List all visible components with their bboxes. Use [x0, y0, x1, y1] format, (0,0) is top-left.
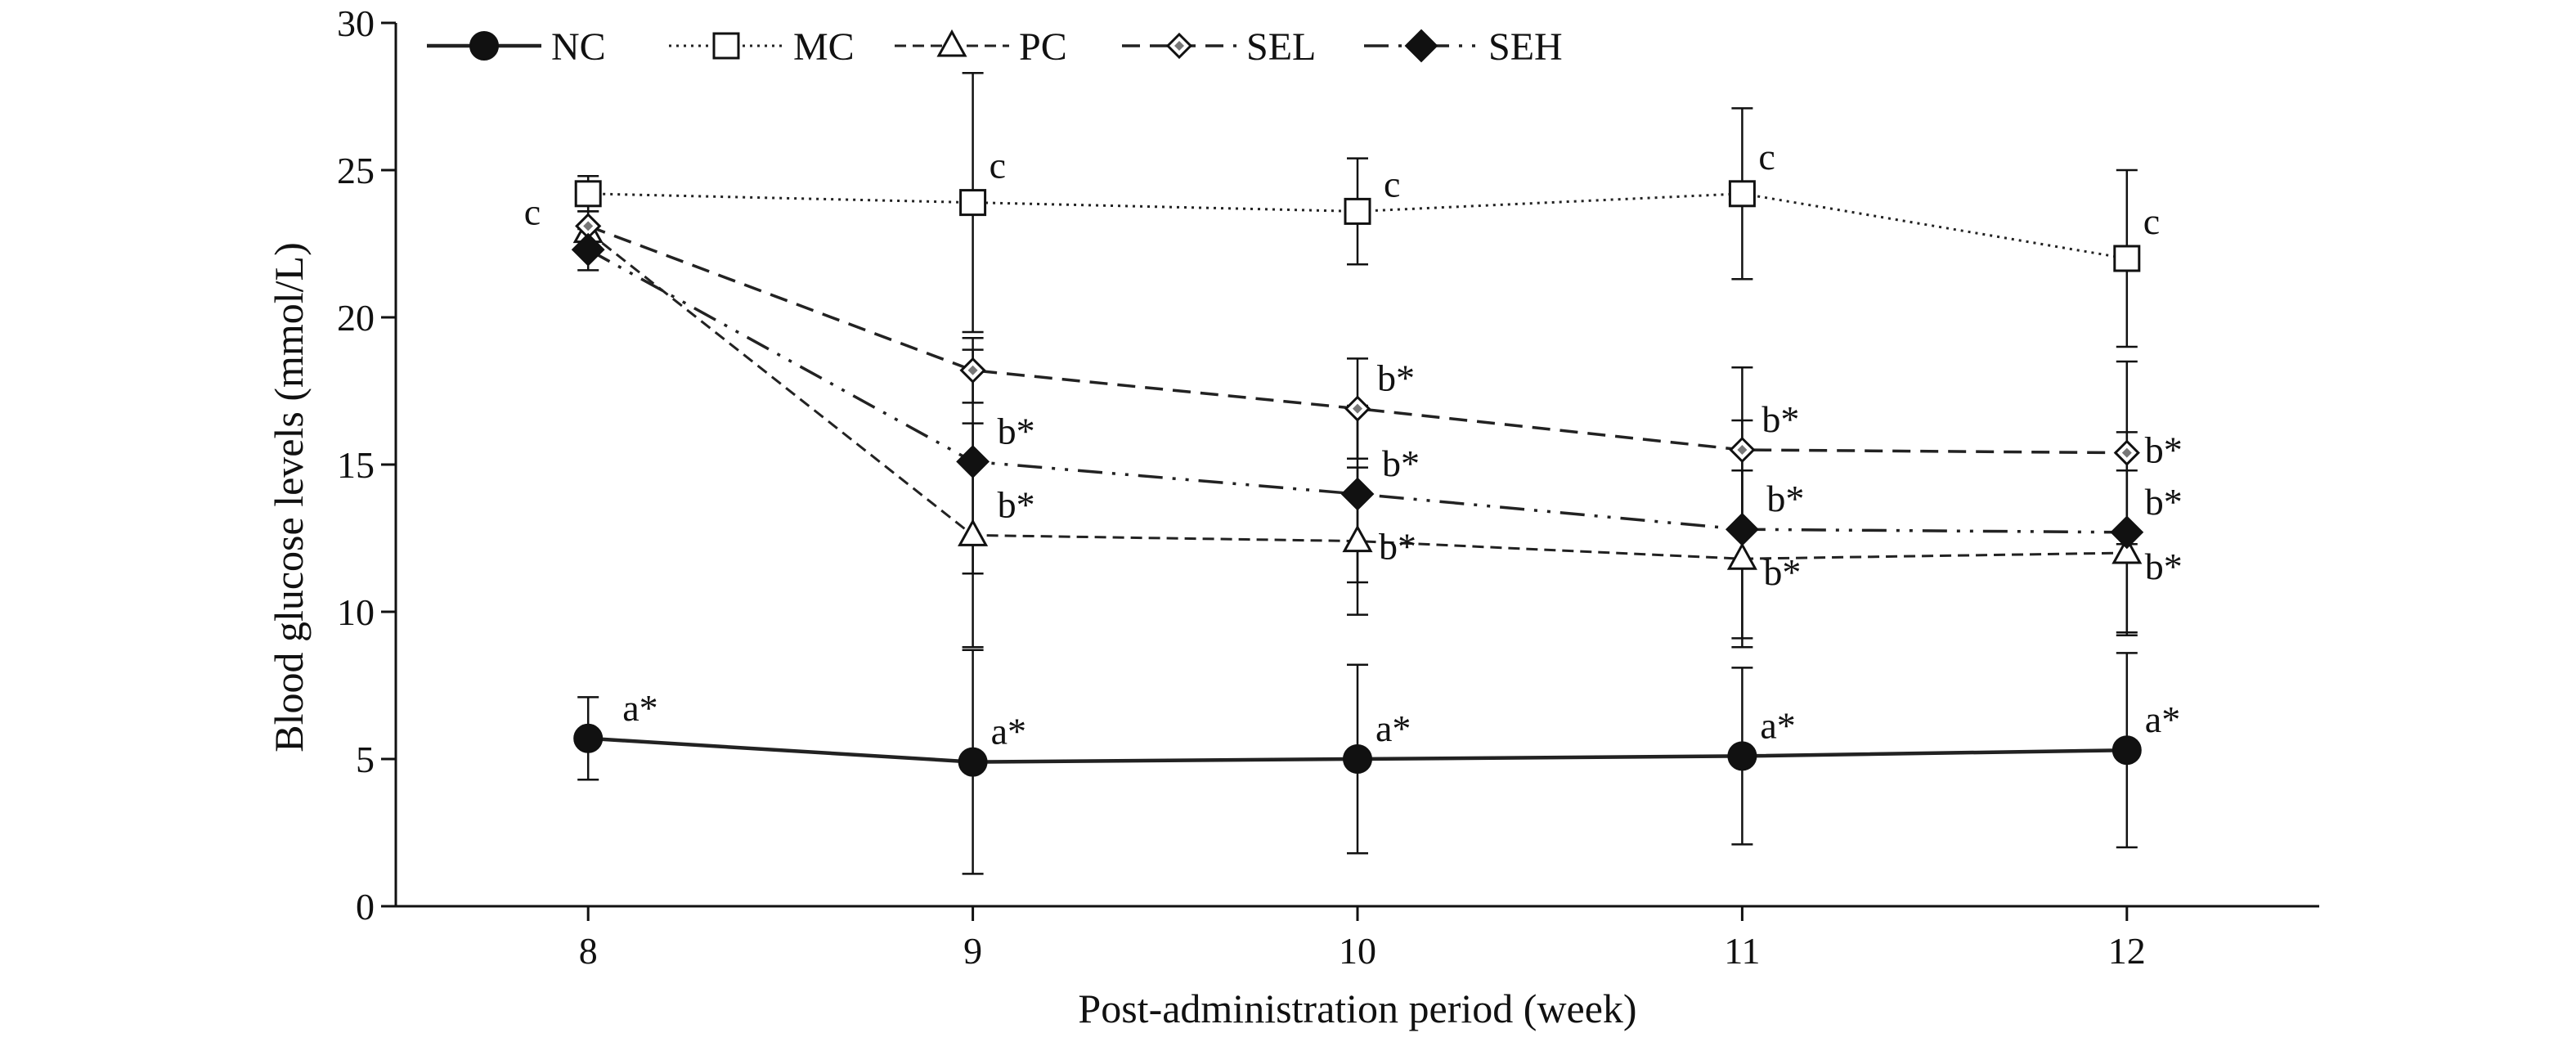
- legend-item-mc: MC: [669, 25, 855, 69]
- point-mc: [2113, 245, 2141, 272]
- y-axis-title: Blood glucose levels (mmol/L): [266, 242, 312, 752]
- point-mc: [1728, 180, 1756, 208]
- significance-label-seh: b*: [998, 410, 1035, 451]
- significance-label-sel: b*: [2145, 429, 2183, 471]
- point-mc: [959, 189, 987, 217]
- x-tick-label: 10: [1339, 930, 1376, 972]
- legend-label-seh: SEH: [1488, 25, 1563, 69]
- legend-item-seh: SEH: [1364, 25, 1563, 69]
- point-seh: [1340, 477, 1375, 511]
- significance-label-sel: b*: [1377, 357, 1415, 399]
- significance-label-pc: b*: [998, 483, 1035, 525]
- significance-label-mc: c: [1384, 163, 1400, 204]
- legend-label-pc: PC: [1019, 25, 1067, 69]
- series-layer: [571, 71, 2144, 875]
- legend-item-pc: PC: [895, 25, 1067, 69]
- legend-marker-seh: [1404, 29, 1438, 63]
- significance-label-nc: a*: [622, 687, 657, 729]
- significance-label-nc: a*: [1376, 707, 1411, 749]
- y-tick-label: 0: [356, 886, 375, 927]
- point-seh: [956, 444, 990, 478]
- x-tick-label: 8: [579, 930, 598, 972]
- legend-marker-pc: [936, 29, 967, 57]
- axes: 0 5 10 15 20 25 30 8 9 10 11 12: [337, 2, 2319, 972]
- legend-item-sel: SEL: [1122, 25, 1316, 69]
- point-nc: [1343, 744, 1372, 774]
- y-tick-label: 25: [337, 150, 375, 191]
- point-seh: [571, 232, 605, 267]
- point-mc: [574, 180, 602, 208]
- point-nc: [2112, 735, 2142, 766]
- significance-label-seh: b*: [1766, 478, 1804, 519]
- x-axis-title: Post-administration period (week): [1078, 986, 1636, 1031]
- legend: NC MC PC SEL SEH: [427, 25, 1563, 69]
- significance-label-nc: a*: [2145, 698, 2180, 740]
- y-tick-label: 15: [337, 444, 375, 486]
- point-pc: [1726, 542, 1757, 570]
- point-sel-inner: [967, 365, 978, 375]
- significance-label-mc: c: [2143, 200, 2160, 242]
- series-markers: [571, 180, 2144, 777]
- point-pc: [2112, 536, 2143, 564]
- y-tick-label: 5: [356, 739, 375, 780]
- legend-item-nc: NC: [427, 25, 606, 69]
- legend-marker-nc: [469, 31, 499, 61]
- point-seh: [1725, 512, 1759, 546]
- point-nc: [1727, 741, 1757, 771]
- point-sel-inner: [1353, 403, 1362, 414]
- significance-label-pc: b*: [1763, 551, 1801, 593]
- significance-label-sel: c: [524, 191, 541, 232]
- legend-label-nc: NC: [551, 25, 606, 69]
- significance-label-mc: c: [990, 145, 1006, 186]
- legend-marker-mc: [712, 32, 740, 60]
- point-sel-inner: [1737, 445, 1748, 455]
- point-seh: [2110, 515, 2144, 550]
- series-line-sel: [587, 224, 2127, 455]
- significance-label-nc: a*: [1760, 704, 1795, 746]
- significance-label-pc: b*: [1379, 526, 1416, 568]
- point-sel-inner: [2121, 447, 2132, 458]
- y-tick-label: 30: [337, 2, 375, 44]
- significance-labels: a* a* a* a* a* c c c c b* b* b* b* c b* b* b* b* b* b* b*: [524, 136, 2183, 752]
- series-line-seh: [587, 248, 2127, 534]
- point-pc: [1342, 524, 1373, 553]
- y-tick-label: 10: [337, 591, 375, 633]
- significance-label-seh: b*: [1382, 442, 1420, 484]
- significance-label-seh: b*: [2145, 481, 2183, 523]
- legend-label-sel: SEL: [1246, 25, 1316, 69]
- legend-marker-sel-inner: [1174, 41, 1184, 51]
- x-tick-label: 11: [1724, 930, 1760, 972]
- point-mc: [1344, 197, 1371, 225]
- significance-label-sel: b*: [1761, 398, 1799, 440]
- significance-label-pc: b*: [2145, 546, 2183, 587]
- x-tick-label: 9: [963, 930, 982, 972]
- significance-label-nc: a*: [991, 711, 1026, 752]
- significance-label-mc: c: [1758, 136, 1775, 177]
- point-sel-inner: [583, 221, 594, 231]
- point-pc: [958, 519, 989, 546]
- legend-label-mc: MC: [793, 25, 855, 69]
- point-nc: [958, 747, 988, 777]
- point-nc: [573, 723, 604, 753]
- x-tick-label: 12: [2108, 930, 2146, 972]
- y-tick-label: 20: [337, 297, 375, 339]
